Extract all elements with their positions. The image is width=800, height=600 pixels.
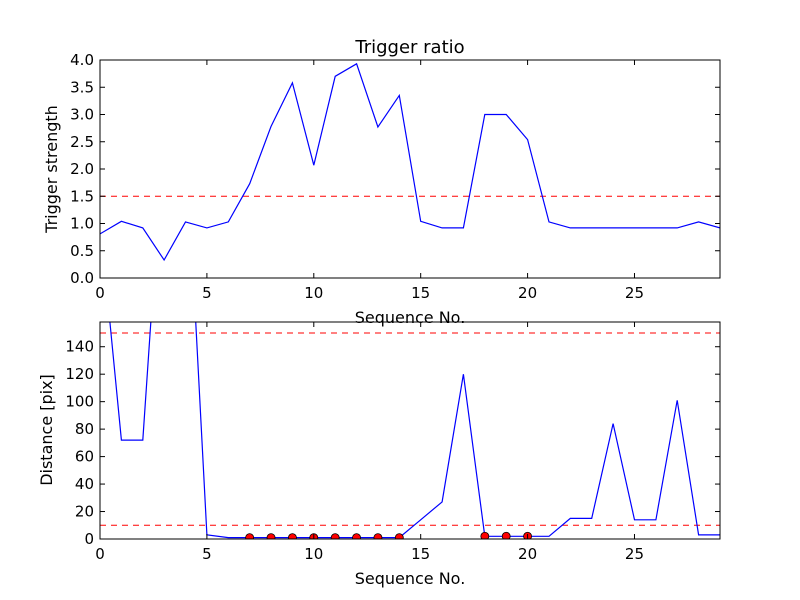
plot-frame (99, 321, 721, 540)
chart-title: Trigger ratio (354, 37, 464, 58)
threshold-lines (100, 332, 720, 526)
x-tick-label: 15 (411, 545, 430, 563)
x-tick-label: 25 (625, 545, 644, 563)
y-tick-label: 120 (65, 365, 94, 383)
data-point (373, 533, 383, 539)
y-axis-label: Distance [pix] (37, 374, 56, 486)
x-tick-label: 10 (304, 545, 323, 563)
y-tick-label: 0.0 (70, 269, 94, 287)
x-tick-label: 5 (202, 284, 212, 302)
y-tick-label: 2.5 (70, 133, 94, 151)
y-tick-label: 3.5 (70, 78, 94, 96)
x-tick-label: 0 (95, 284, 105, 302)
x-tick-label: 0 (95, 545, 105, 563)
y-tick-label: 4.0 (70, 51, 94, 69)
y-tick-label: 3.0 (70, 106, 94, 124)
series-line (109, 322, 720, 539)
y-tick-label: 40 (75, 475, 94, 493)
data-point (480, 531, 490, 539)
y-tick-label: 2.0 (70, 160, 94, 178)
data-point (352, 533, 361, 539)
series-group (109, 322, 720, 539)
plot-frame (99, 59, 721, 279)
data-point (394, 533, 404, 539)
y-tick-label: 0 (84, 530, 94, 548)
y-tick-label: 0.5 (70, 242, 94, 260)
series-group (100, 62, 720, 262)
trigger-ratio-chart: Trigger ratio 0 5 10 15 20 25 0.0 0.5 1.0 1.5 2.0… (42, 37, 721, 327)
x-tick-label: 10 (304, 284, 323, 302)
x-tick-label: 15 (411, 284, 430, 302)
data-point (245, 533, 255, 539)
y-tick-label: 1.5 (70, 187, 94, 205)
x-axis-label: Sequence No. (355, 569, 466, 588)
y-axis-ticks: 0 20 40 60 80 100 120 140 (65, 338, 720, 548)
x-axis-ticks: 0 5 10 15 20 25 (95, 322, 644, 563)
y-axis-label: Trigger strength (42, 105, 61, 234)
data-point (330, 533, 340, 539)
x-axis-label: Sequence No. (355, 308, 466, 327)
x-tick-label: 20 (518, 545, 537, 563)
data-point (501, 531, 511, 539)
y-tick-label: 100 (65, 393, 94, 411)
y-tick-label: 80 (75, 420, 94, 438)
data-point (266, 533, 276, 539)
y-tick-label: 60 (75, 448, 94, 466)
series-line (100, 62, 720, 262)
x-tick-label: 20 (518, 284, 537, 302)
x-tick-label: 25 (625, 284, 644, 302)
y-tick-label: 1.0 (70, 215, 94, 233)
x-tick-label: 5 (202, 545, 212, 563)
distance-chart: 0 5 10 15 20 25 0 20 40 60 80 100 120 140 Sequence N… (37, 321, 721, 588)
data-point (288, 533, 297, 539)
y-tick-label: 140 (65, 338, 94, 356)
y-tick-label: 20 (75, 503, 94, 521)
marker-group (245, 531, 532, 539)
x-axis-ticks: 0 5 10 15 20 25 (95, 60, 644, 302)
